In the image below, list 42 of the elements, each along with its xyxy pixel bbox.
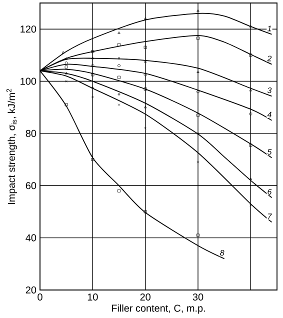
point — [144, 60, 147, 63]
y-tick-label: 60 — [26, 182, 36, 190]
point — [65, 72, 68, 74]
point — [118, 76, 120, 79]
x-tick-label: 10 — [88, 294, 98, 301]
point — [64, 65, 68, 68]
point — [91, 56, 94, 60]
point — [249, 144, 252, 147]
point — [196, 132, 200, 134]
y-tick-label: 40 — [26, 234, 36, 242]
point — [144, 210, 147, 214]
point — [91, 50, 94, 54]
point — [249, 112, 252, 116]
point — [91, 158, 94, 162]
y-tick-label: 20 — [26, 286, 36, 294]
point — [144, 88, 147, 91]
point — [118, 64, 120, 68]
point — [144, 106, 147, 108]
y-tick-label: 80 — [26, 130, 36, 137]
x-tick-label: 0 — [38, 294, 42, 301]
point — [64, 103, 68, 106]
point — [91, 86, 94, 89]
point — [196, 90, 200, 94]
y-axis-title: Impact strength, σ$_{is}$, kJ/m$^{2}$ — [6, 88, 17, 204]
y-tick-label: 100 — [20, 78, 36, 85]
x-tick-label: 20 — [140, 294, 150, 301]
point — [118, 189, 120, 192]
point — [196, 36, 200, 40]
point — [196, 234, 200, 237]
point — [118, 43, 120, 46]
x-tick-label: 30 — [192, 294, 204, 301]
point — [118, 56, 120, 60]
point — [196, 9, 200, 12]
point — [118, 92, 120, 96]
point — [64, 62, 68, 64]
point — [249, 88, 252, 92]
point — [144, 46, 147, 49]
point — [249, 54, 252, 57]
y-tick-label: 120 — [20, 26, 36, 33]
point — [196, 114, 200, 117]
x-axis-title: Filler content, C, m.p. — [112, 304, 205, 314]
point — [91, 73, 94, 76]
